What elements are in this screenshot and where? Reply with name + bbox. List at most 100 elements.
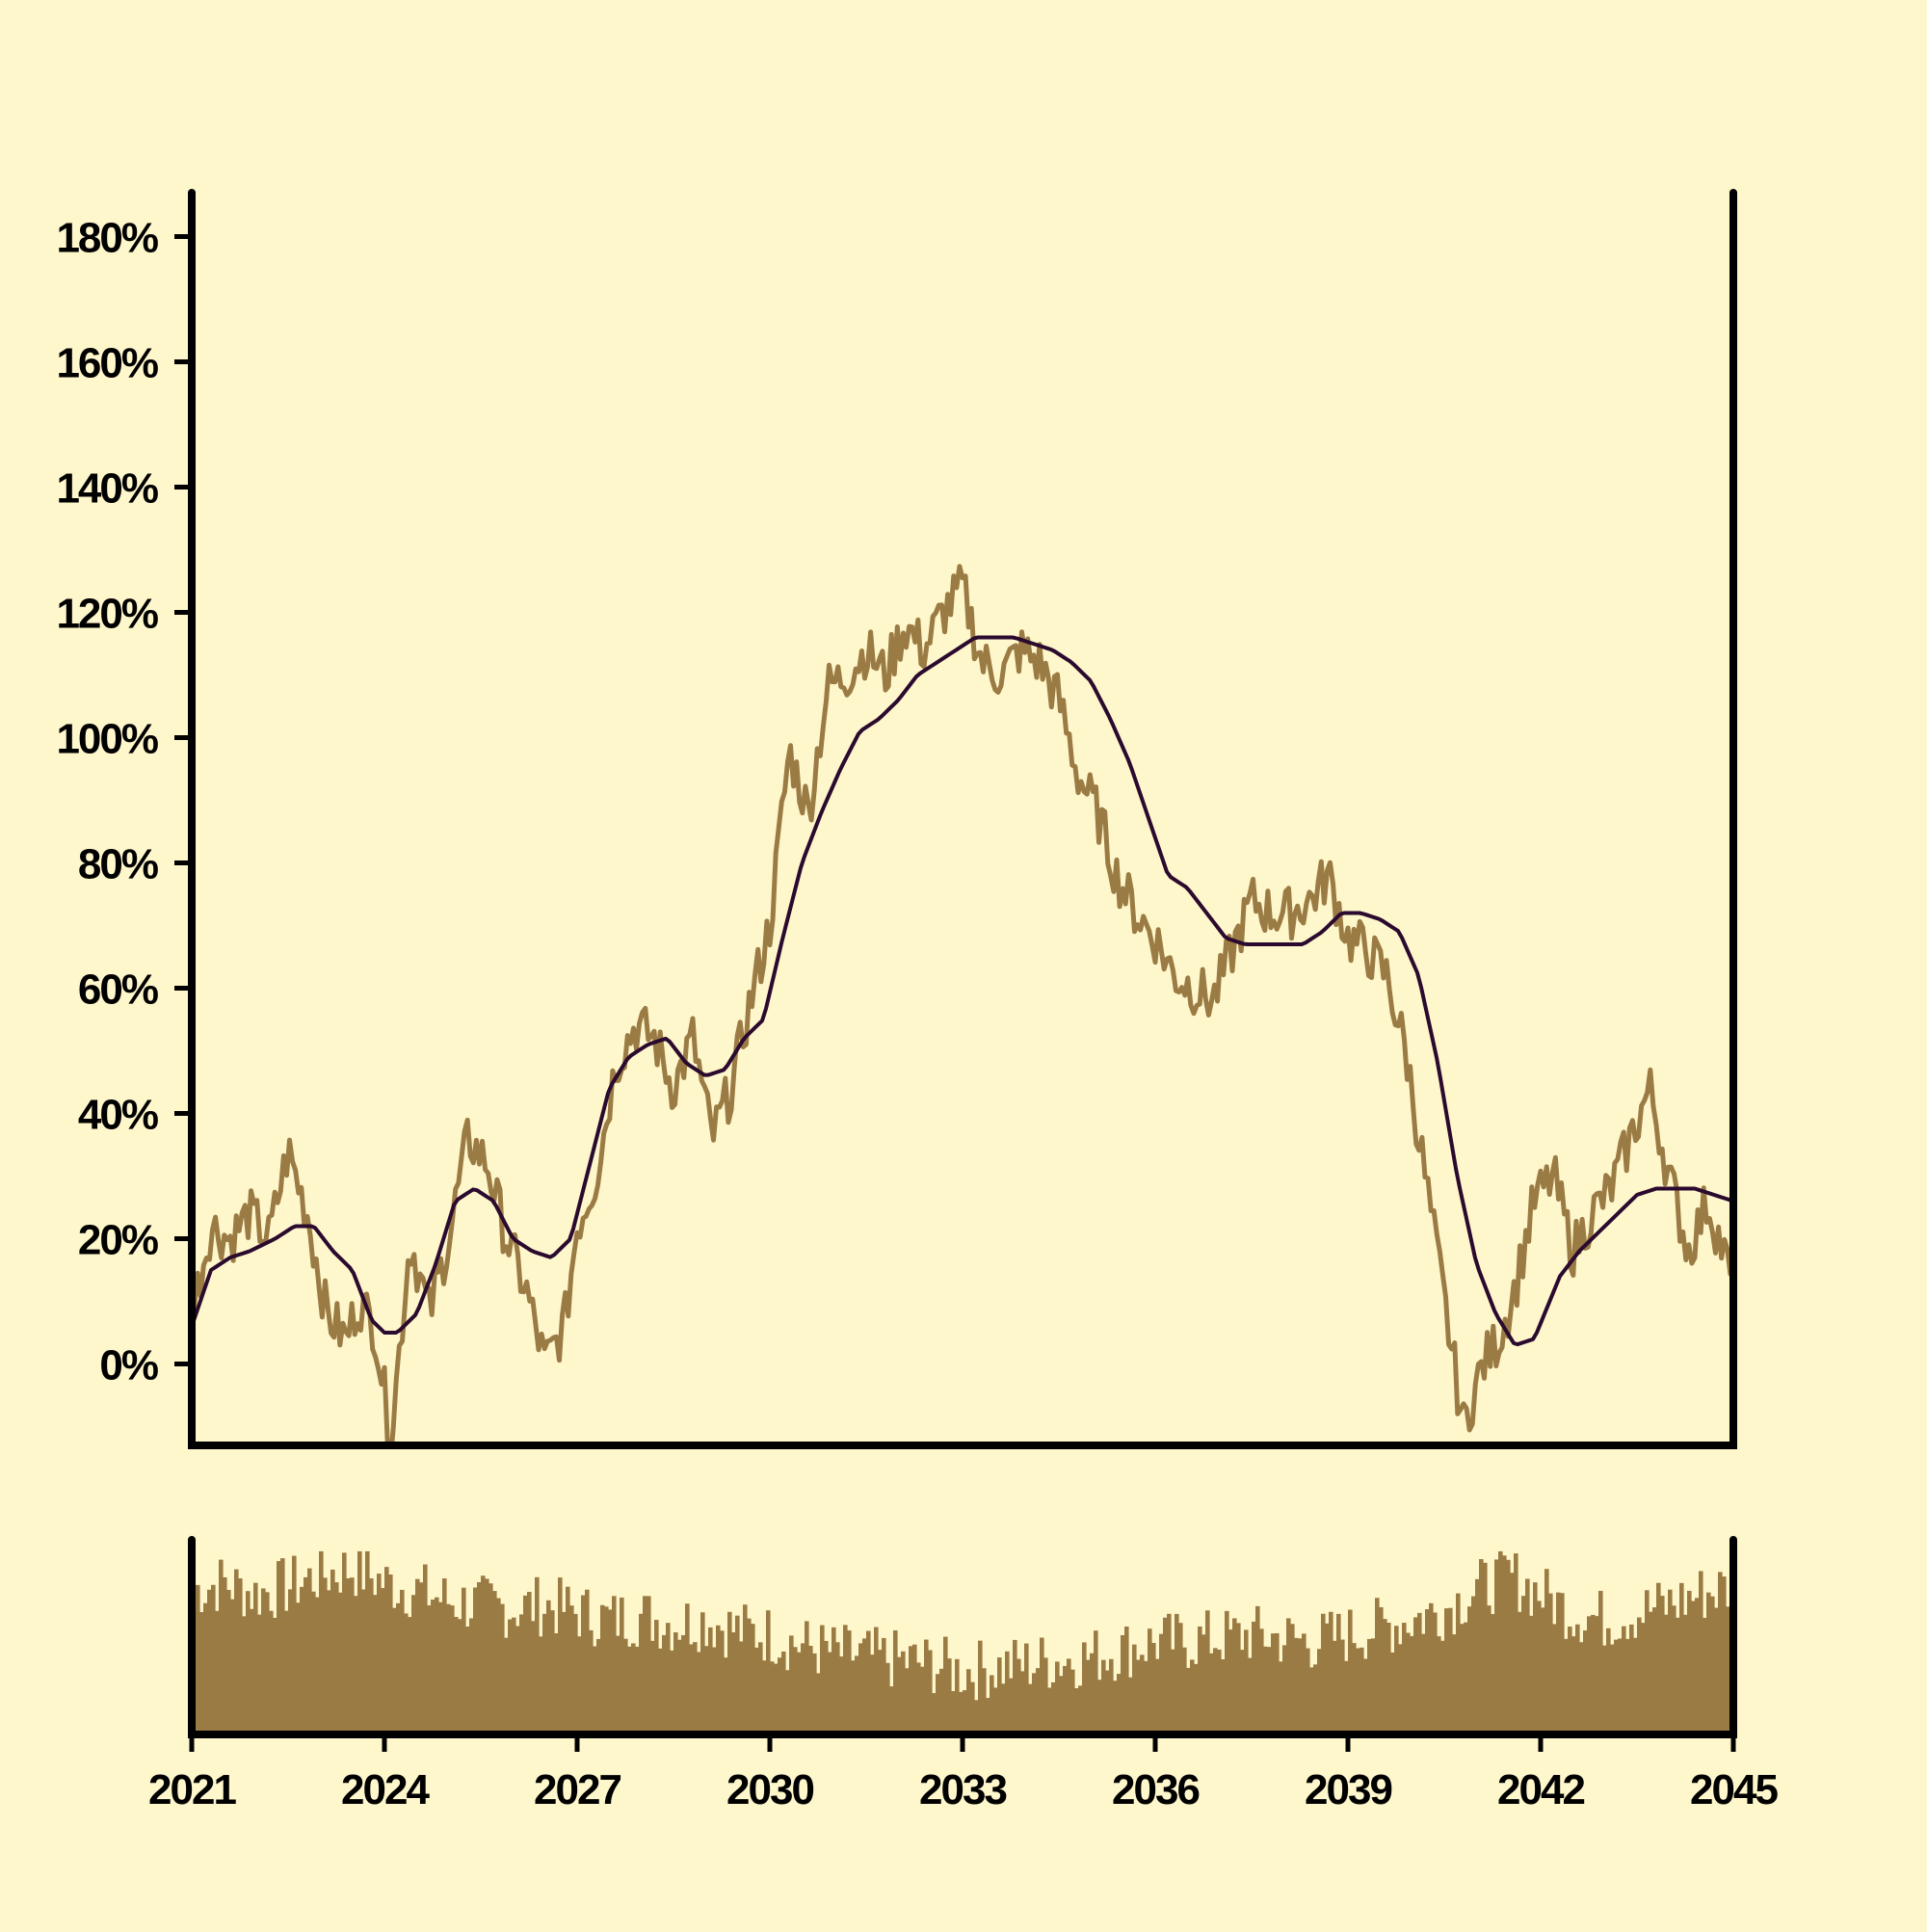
volume-bar [1271,1633,1276,1734]
volume-bar [357,1550,362,1734]
volume-bar [716,1625,721,1734]
volume-bar [242,1616,247,1734]
volume-bar [1652,1607,1657,1734]
volume-bar [1622,1626,1626,1734]
volume-bar [1475,1578,1480,1734]
x-axis-ticks: 2021 2024 2027 2030 2033 2036 2039 2042 2045 [148,1734,1780,1813]
volume-bar [234,1569,239,1734]
y-tick-label: 80% [78,841,158,888]
volume-bar [986,1698,990,1734]
y-tick-label: 40% [78,1092,158,1139]
volume-bar [1676,1617,1680,1734]
volume-bar [512,1617,516,1734]
volume-bar [419,1582,424,1734]
volume-bar [1082,1642,1087,1734]
volume-bar [1660,1596,1665,1734]
volume-bar [1664,1614,1669,1734]
volume-bar [1703,1617,1707,1734]
volume-bar [993,1687,998,1734]
volume-bar [816,1673,821,1734]
volume-bar [508,1619,513,1734]
volume-bar [1521,1596,1526,1734]
volume-bar [1190,1659,1195,1734]
volume-bar [1132,1644,1137,1734]
volume-bar [739,1641,744,1734]
volume-bar [673,1631,678,1734]
volume-bar [627,1646,632,1734]
volume-bar [1502,1555,1507,1734]
x-tick-label: 2024 [341,1766,430,1813]
volume-bar [1691,1601,1696,1734]
volume-bar [808,1646,813,1734]
volume-bar [1452,1634,1457,1734]
volume-bar [1575,1624,1580,1734]
volume-bar [1579,1642,1584,1734]
volume-bar [396,1602,401,1734]
volume-bar [577,1636,582,1734]
volume-bar [1371,1638,1376,1734]
volume-bar [477,1581,482,1734]
volume-bar [1718,1572,1723,1734]
volume-bar [797,1652,802,1734]
volume-bar [1564,1638,1569,1734]
volume-bar [435,1597,439,1734]
volume-bar [1121,1634,1125,1734]
volume-bar [631,1643,636,1734]
volume-bar [647,1596,651,1734]
volume-bar [246,1591,251,1734]
volume-bar [438,1601,443,1734]
volume-bar [369,1578,374,1734]
volume-bar [1687,1590,1692,1734]
volume-bar [708,1627,713,1734]
volume-bar [1498,1550,1503,1734]
y-tick-label: 0% [99,1342,157,1389]
x-tick-label: 2027 [534,1766,620,1813]
volume-bar [365,1550,370,1734]
volume-bar [1683,1614,1688,1734]
volume-bar [909,1646,913,1734]
volume-bar [1518,1611,1522,1734]
volume-bar [893,1629,898,1734]
y-tick-label: 60% [78,966,158,1014]
volume-bar [654,1620,659,1734]
y-tick-label: 180% [56,215,157,262]
volume-bar [1618,1638,1623,1734]
volume-bar [346,1577,351,1734]
y-tick-label: 20% [78,1217,158,1264]
volume-bar [1487,1605,1491,1734]
volume-bar [1090,1653,1095,1734]
volume-bar [1136,1659,1141,1734]
volume-bar [284,1610,289,1734]
volume-bar [1614,1639,1619,1734]
x-tick-label: 2030 [726,1766,813,1813]
volume-bar [1356,1648,1360,1734]
volume-bar [712,1647,717,1734]
volume-bar [277,1561,281,1734]
volume-bar [1155,1658,1160,1734]
volume-bar [662,1634,667,1734]
volume-bar [296,1602,301,1734]
volume-bar [1402,1623,1407,1734]
volume-bar [211,1584,216,1734]
volume-bar [1602,1645,1607,1734]
volume-bar [1695,1598,1700,1734]
volume-bar [566,1586,570,1734]
volume-bar [1598,1590,1603,1734]
volume-bar [573,1613,578,1734]
volume-bar [323,1577,328,1734]
volume-bar [1201,1634,1206,1734]
volume-bar [404,1613,409,1734]
volume-bar [1383,1619,1387,1734]
volume-bar [1333,1640,1337,1734]
volume-bar [1105,1670,1110,1734]
volume-bar [1359,1647,1364,1734]
volume-bar [916,1662,921,1734]
volume-bar [1047,1687,1052,1734]
volume-bar [589,1629,594,1734]
volume-bar [874,1627,879,1734]
volume-bar [1028,1683,1033,1734]
volume-bar [411,1595,416,1734]
volume-bar [585,1589,590,1734]
volume-bar [658,1648,663,1734]
